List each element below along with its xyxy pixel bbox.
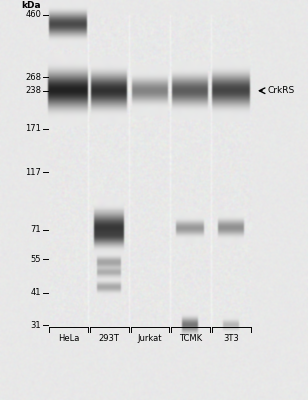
Text: 171: 171 [25,124,41,133]
Text: 238: 238 [25,86,41,95]
Text: 268: 268 [25,72,41,82]
Text: Jurkat: Jurkat [138,334,162,343]
Text: 3T3: 3T3 [224,334,240,343]
Text: 71: 71 [30,225,41,234]
Text: 41: 41 [30,288,41,297]
Text: 460: 460 [25,10,41,20]
Text: kDa: kDa [21,2,41,10]
Text: 55: 55 [30,255,41,264]
Text: 117: 117 [25,168,41,177]
Text: 293T: 293T [99,334,120,343]
Text: CrkRS: CrkRS [267,86,294,95]
Text: TCMK: TCMK [179,334,202,343]
Text: 31: 31 [30,320,41,330]
Text: HeLa: HeLa [58,334,79,343]
